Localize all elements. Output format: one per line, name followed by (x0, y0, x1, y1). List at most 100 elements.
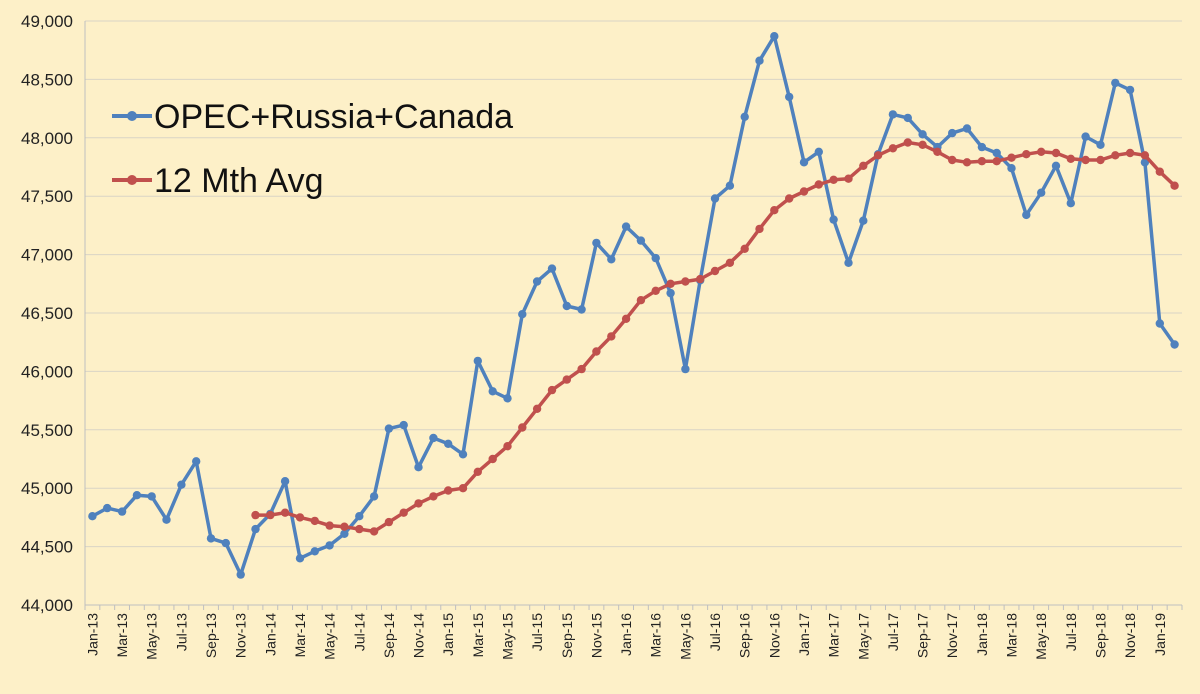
data-point (547, 385, 557, 395)
data-point (829, 175, 838, 184)
y-tick-label: 44,500 (21, 538, 73, 557)
x-tick-label: Jul-17 (885, 613, 901, 651)
data-point (1096, 140, 1105, 149)
data-point (488, 454, 497, 464)
data-point (755, 224, 764, 234)
data-point (280, 508, 290, 517)
data-point (710, 266, 720, 276)
data-point (458, 450, 468, 459)
data-point (1170, 340, 1179, 349)
axes: 44,000 44,500 45,000 45,500 46,000 46,500 47,0… (21, 12, 1183, 660)
data-point (1051, 161, 1061, 170)
data-point (666, 288, 675, 298)
data-point (310, 516, 319, 526)
y-tick-label: 49,000 (21, 12, 73, 31)
data-point (310, 547, 319, 556)
data-point (1125, 85, 1135, 95)
legend-marker-avg (127, 175, 137, 185)
x-tick-label: Jul-16 (707, 613, 723, 651)
data-point (325, 521, 334, 530)
data-point (429, 492, 438, 501)
data-point (562, 301, 571, 311)
data-point (755, 56, 764, 65)
data-point (814, 147, 823, 156)
data-point (399, 420, 408, 430)
data-point (577, 305, 586, 314)
x-tick-label: Jan-18 (974, 613, 990, 656)
data-point (799, 158, 809, 167)
x-tick-label: Sep-17 (915, 613, 931, 658)
data-point (266, 510, 275, 520)
y-tick-label: 45,500 (21, 421, 73, 440)
data-point (710, 194, 720, 203)
data-point (355, 512, 364, 521)
series-lines (88, 32, 1179, 579)
data-point (977, 157, 987, 166)
x-tick-label: Mar-15 (470, 613, 486, 658)
y-tick-label: 47,000 (21, 246, 73, 265)
x-tick-label: May-17 (855, 613, 871, 660)
data-point (636, 236, 646, 245)
data-point (518, 423, 527, 432)
data-point (785, 194, 794, 203)
data-point (562, 375, 571, 384)
x-tick-label: Nov-13 (233, 613, 249, 658)
data-point (592, 238, 601, 248)
x-tick-label: Nov-16 (766, 613, 782, 658)
data-point (206, 534, 216, 543)
data-point (1096, 155, 1105, 165)
x-tick-label: May-16 (677, 613, 693, 660)
x-tick-label: Jan-15 (440, 613, 456, 656)
x-tick-label: Jan-19 (1152, 613, 1168, 656)
series-12-mth-avg (251, 138, 1179, 536)
data-point (785, 92, 794, 102)
data-point (1081, 132, 1090, 141)
data-point (147, 492, 156, 501)
data-point (369, 527, 379, 536)
data-point (992, 157, 1001, 166)
data-point (1125, 148, 1135, 158)
data-point (844, 174, 853, 183)
data-point (607, 255, 616, 264)
data-point (1140, 151, 1150, 160)
data-point (340, 529, 349, 538)
data-point (696, 274, 705, 284)
data-point (948, 155, 957, 165)
y-tick-label: 45,000 (21, 479, 73, 498)
data-point (962, 124, 972, 133)
x-tick-label: Jul-18 (1063, 613, 1079, 651)
data-point (103, 503, 112, 513)
data-point (607, 332, 616, 341)
data-point (666, 279, 675, 288)
data-point (1155, 167, 1165, 176)
data-point (681, 364, 690, 374)
x-tick-label: Jul-15 (529, 613, 545, 651)
data-point (977, 142, 987, 152)
x-tick-label: Nov-18 (1122, 613, 1138, 658)
data-point (369, 492, 379, 501)
data-point (473, 467, 482, 476)
data-point (799, 187, 809, 196)
y-tick-label: 46,500 (21, 304, 73, 323)
data-point (518, 310, 527, 319)
x-tick-label: Mar-17 (826, 613, 842, 658)
data-point (458, 484, 468, 493)
x-tick-label: Jul-13 (173, 613, 189, 651)
data-point (725, 258, 735, 267)
data-point (177, 480, 186, 489)
data-point (547, 264, 557, 273)
y-tick-label: 44,000 (21, 596, 73, 615)
x-tick-label: Mar-16 (648, 613, 664, 658)
data-point (221, 538, 230, 548)
data-point (1007, 153, 1016, 162)
data-point (1155, 319, 1165, 328)
gridlines (85, 20, 1182, 606)
data-point (1007, 164, 1016, 173)
data-point (651, 253, 660, 263)
y-tick-label: 48,000 (21, 129, 73, 148)
data-point (340, 522, 349, 531)
data-point (280, 477, 290, 486)
data-point (384, 517, 394, 527)
